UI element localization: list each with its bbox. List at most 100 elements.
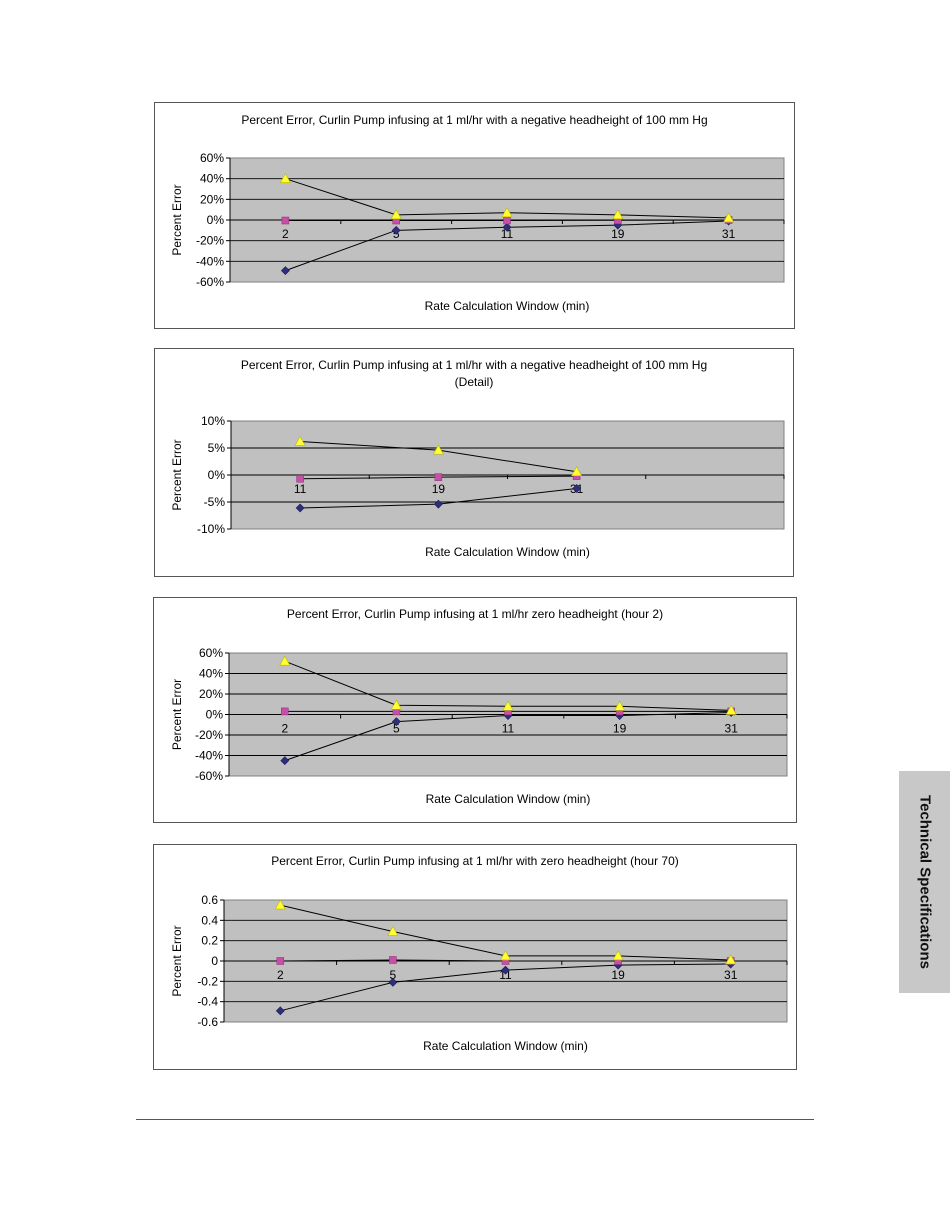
data-point-triangle <box>294 435 306 446</box>
y-tick-label: 10% <box>201 414 225 428</box>
y-tick-label: 40% <box>200 172 224 186</box>
y-tick-label: 0.2 <box>201 934 218 948</box>
data-point-triangle <box>614 700 626 711</box>
data-point-triangle <box>612 950 624 961</box>
chart-title: Percent Error, Curlin Pump infusing at 1… <box>241 113 707 127</box>
y-tick-label: 60% <box>200 151 224 165</box>
side-tab-label: Technical Specifications <box>916 795 933 969</box>
data-point-square <box>434 473 443 481</box>
y-tick-label: 0.6 <box>201 893 218 907</box>
y-tick-label: -60% <box>196 275 224 289</box>
data-point-diamond <box>280 756 290 766</box>
data-point-square <box>296 475 304 483</box>
y-tick-label: 5% <box>208 441 226 455</box>
side-tab: Technical Specifications <box>899 771 950 993</box>
data-point-diamond <box>391 225 401 235</box>
data-point-square <box>503 216 511 225</box>
chart-title: Percent Error, Curlin Pump infusing at 1… <box>241 358 707 372</box>
x-tick-label: 31 <box>725 722 739 736</box>
x-axis-label: Rate Calculation Window (min) <box>423 1039 588 1053</box>
y-tick-label: -20% <box>195 728 223 742</box>
data-point-diamond <box>275 1006 285 1016</box>
x-tick-label: 2 <box>281 722 288 736</box>
data-point-diamond <box>295 503 305 513</box>
y-tick-label: -0.2 <box>197 974 218 988</box>
footer-rule <box>136 1119 814 1120</box>
data-point-diamond <box>433 499 443 509</box>
y-tick-label: 0% <box>208 468 226 482</box>
data-point-square <box>281 707 289 716</box>
data-point-triangle <box>432 444 444 455</box>
y-tick-label: 20% <box>200 192 224 206</box>
x-axis-label: Rate Calculation Window (min) <box>426 792 591 806</box>
x-tick-label: 11 <box>294 482 307 496</box>
y-tick-label: -40% <box>196 254 224 268</box>
data-point-diamond <box>388 977 398 987</box>
y-axis-label: Percent Error <box>170 925 184 996</box>
x-tick-label: 5 <box>390 968 397 982</box>
chart-zero-headheight-hour-2: Percent Error, Curlin Pump infusing at 1… <box>153 597 797 823</box>
x-tick-label: 19 <box>611 227 625 241</box>
y-tick-label: 0% <box>206 708 224 722</box>
data-point-triangle <box>390 209 402 220</box>
data-point-triangle <box>571 466 583 477</box>
x-tick-label: 19 <box>432 482 446 496</box>
y-tick-label: 0% <box>207 213 225 227</box>
data-point-triangle <box>279 655 291 666</box>
y-axis-label: Percent Error <box>170 439 184 510</box>
chart-title: (Detail) <box>455 375 494 389</box>
data-point-triangle <box>387 925 399 936</box>
y-tick-label: 60% <box>199 646 223 660</box>
x-tick-label: 11 <box>501 227 514 241</box>
x-tick-label: 19 <box>611 968 625 982</box>
y-tick-label: -0.4 <box>197 995 218 1009</box>
y-tick-label: -0.6 <box>197 1015 218 1029</box>
x-axis-label: Rate Calculation Window (min) <box>425 299 590 313</box>
x-tick-label: 31 <box>722 227 736 241</box>
y-axis-label: Percent Error <box>170 679 184 750</box>
data-point-triangle <box>725 704 737 715</box>
data-point-triangle <box>612 209 624 220</box>
data-point-diamond <box>501 965 510 975</box>
y-tick-label: -40% <box>195 749 223 763</box>
chart-svg: Percent Error, Curlin Pump infusing at 1… <box>170 358 785 559</box>
data-point-diamond <box>502 222 512 232</box>
chart-svg: Percent Error, Curlin Pump infusing at 1… <box>170 607 788 806</box>
data-point-triangle <box>499 950 512 961</box>
x-tick-label: 5 <box>393 722 400 736</box>
data-point-triangle <box>279 173 291 183</box>
y-tick-label: -60% <box>195 769 223 783</box>
data-point-square <box>389 956 397 964</box>
x-tick-label: 2 <box>282 227 289 241</box>
y-tick-label: 20% <box>199 687 223 701</box>
data-point-square <box>281 216 290 225</box>
data-point-diamond <box>391 717 401 727</box>
y-tick-label: -10% <box>197 522 225 536</box>
x-tick-label: 11 <box>502 722 515 736</box>
y-tick-label: -20% <box>196 234 224 248</box>
x-axis-label: Rate Calculation Window (min) <box>425 545 590 559</box>
data-point-triangle <box>723 212 735 223</box>
y-tick-label: -5% <box>204 495 226 509</box>
y-tick-label: 0 <box>211 954 218 968</box>
x-tick-label: 2 <box>277 968 284 982</box>
chart-svg: Percent Error, Curlin Pump infusing at 1… <box>170 113 785 313</box>
chart-title: Percent Error, Curlin Pump infusing at 1… <box>287 607 663 621</box>
y-tick-label: 0.4 <box>201 913 218 927</box>
y-tick-label: 40% <box>199 667 223 681</box>
data-point-triangle <box>274 899 286 910</box>
x-tick-label: 31 <box>724 968 738 982</box>
chart-title: Percent Error, Curlin Pump infusing at 1… <box>271 854 679 868</box>
data-point-square <box>276 957 285 965</box>
chart-zero-headheight-hour-70: Percent Error, Curlin Pump infusing at 1… <box>153 844 797 1070</box>
chart-svg: Percent Error, Curlin Pump infusing at 1… <box>170 854 788 1053</box>
y-axis-label: Percent Error <box>170 184 184 255</box>
data-point-diamond <box>280 266 290 276</box>
chart-negative-headheight-detail: Percent Error, Curlin Pump infusing at 1… <box>154 348 794 577</box>
data-point-triangle <box>725 954 737 965</box>
data-point-triangle <box>501 207 513 218</box>
x-tick-label: 19 <box>613 722 627 736</box>
data-point-triangle <box>502 700 514 711</box>
data-point-diamond <box>572 484 582 493</box>
chart-negative-headheight: Percent Error, Curlin Pump infusing at 1… <box>154 102 795 329</box>
